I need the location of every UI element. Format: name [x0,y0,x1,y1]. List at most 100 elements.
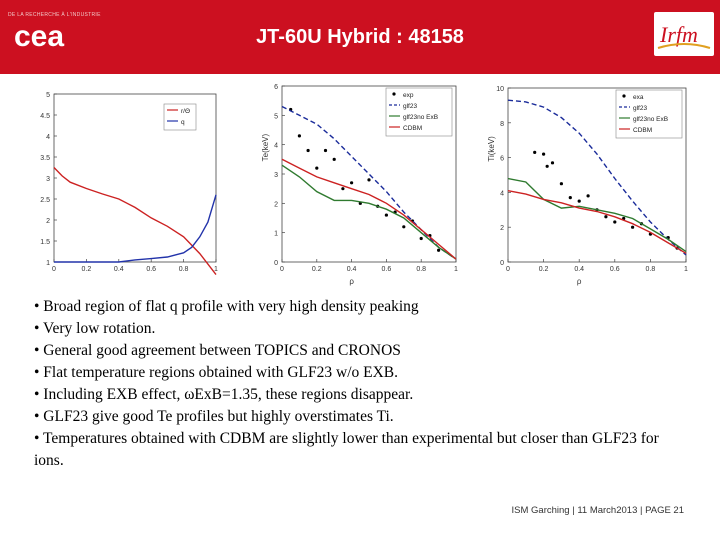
plots-area: 11.522.533.544.550 0.2 0.4 0.6 0.8 1r/Θq01234… [40,84,688,286]
x-tick-label: 1 [214,266,218,273]
data-point [586,194,590,198]
data-point [419,236,423,241]
legend-label: glf23 [633,105,647,112]
y-tick-label: 1 [46,260,50,267]
y-tick-label: 0 [500,260,504,267]
data-point [545,164,549,168]
series-line [54,194,217,263]
data-point [306,148,310,153]
x-tick-label: 0.4 [574,266,584,273]
page-title: JT-60U Hybrid : 48158 [256,26,464,48]
series-line [281,164,457,260]
y-tick-label: 3 [274,172,278,179]
org-tagline: DE LA RECHERCHE À L'INDUSTRIE [8,12,101,18]
legend-box [385,87,453,137]
x-tick-label: 0.2 [539,266,549,273]
data-point [323,148,328,153]
data-point [332,157,336,161]
bullet-item: • GLF23 give good Te profiles but highly… [34,408,394,425]
y-tick-label: 6 [500,156,504,163]
y-tick-label: 3 [46,176,50,183]
x-tick-label: 0 [506,266,510,273]
x-tick-label: 0 [280,266,284,273]
legend-label: glf23 [403,103,417,110]
x-tick-label: 0.4 [114,266,124,273]
bullet-item: • Flat temperature regions obtained with… [34,364,399,381]
legend-label: glf23no ExB [403,114,438,121]
bullet-item: • General good agreement between TOPICS … [34,342,401,359]
data-point [604,215,608,219]
y-tick-label: 2.5 [40,197,50,204]
y-tick-label: 2 [46,218,50,225]
y-tick-label: 4 [500,190,504,197]
x-tick-label: 1 [684,266,688,273]
irfm-logo: Irfm [654,12,714,61]
series-line [281,105,457,260]
legend-label: exa [633,94,644,101]
data-point [297,134,301,138]
series-line [507,177,687,253]
x-tick-label: 0.4 [347,266,357,273]
data-point [402,225,406,229]
x-tick-label: 0 [52,266,56,273]
series-line [53,167,217,276]
series-line [507,190,687,254]
x-tick-label: 0.6 [146,266,156,273]
legend-box [163,103,197,131]
irfm-logo-text: Irfm [659,22,698,47]
y-tick-label: 8 [500,121,504,128]
cea-logo: cea [14,20,90,57]
legend-label: CDBM [403,125,422,132]
data-point [631,225,635,229]
y-tick-label: 0 [274,260,278,267]
footer-text: ISM Garching | 11 March2013 | PAGE 21 [511,505,685,516]
y-tick-label: 1 [274,231,278,238]
y-tick-label: 4 [46,134,50,141]
data-point [437,248,441,252]
y-tick-label: 1.5 [40,239,50,246]
bullet-item: • Very low rotation. [34,320,156,337]
y-tick-label: 5 [46,92,50,99]
y-tick-label: 6 [274,84,278,91]
data-point [577,199,581,203]
header-bar: DE LA RECHERCHE À L'INDUSTRIE cea JT-60U… [0,0,720,74]
y-tick-label: 10 [496,86,504,93]
data-point [550,161,555,165]
x-tick-label: 0.8 [416,266,426,273]
legend-marker [392,92,396,96]
legend-marker [622,94,626,98]
x-tick-label: 0.8 [179,266,189,273]
x-tick-label: 0.2 [312,266,322,273]
bullet-list: • Broad region of flat q profile with ve… [34,296,684,472]
data-point [341,187,345,191]
data-point [568,196,572,200]
data-point [613,220,617,224]
x-axis-label: ρ [349,277,354,286]
series-line [281,158,457,260]
cea-logo-text: cea [14,22,64,52]
legend-label: r/Θ [181,108,190,115]
y-tick-label: 4 [274,143,278,150]
y-tick-label: 3.5 [40,155,50,162]
x-tick-label: 0.6 [382,266,392,273]
y-tick-label: 4.5 [40,113,50,120]
data-point [384,213,388,217]
data-point [315,166,319,170]
y-axis-label: Te(keV) [261,133,270,161]
legend-label: CDBM [633,127,652,134]
y-tick-label: 5 [274,113,278,120]
x-axis-label: ρ [577,277,582,286]
bullet-item: • Including EXB effect, ωExB=1.35, these… [34,386,414,403]
series-line [507,99,687,256]
x-tick-label: 1 [454,266,458,273]
legend-label: glf23no ExB [633,116,668,123]
plot-frame [507,87,687,263]
x-tick-label: 0.2 [82,266,92,273]
y-tick-label: 2 [500,225,504,232]
data-point [542,152,546,156]
data-point [367,178,371,182]
data-point [350,181,354,185]
legend-label: q [181,119,185,126]
data-point [533,150,537,154]
data-point [559,182,564,186]
